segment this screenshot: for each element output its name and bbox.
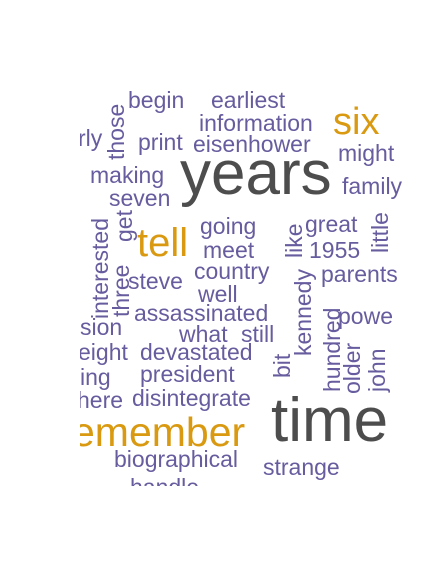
word-what: what	[178, 321, 228, 347]
word-biographical: biographical	[114, 446, 238, 472]
word-earliest: earliest	[211, 87, 286, 113]
word-meet: meet	[203, 237, 255, 263]
word-little: little	[367, 212, 393, 253]
word-remember: emember	[72, 409, 245, 455]
word-1955: 1955	[309, 237, 360, 263]
word-print: print	[138, 129, 183, 155]
word-begin: begin	[128, 87, 184, 113]
word-eight: eight	[78, 339, 128, 365]
word-like: like	[281, 223, 307, 258]
word-well: well	[197, 281, 238, 307]
word-disintegrate: disintegrate	[132, 385, 251, 411]
word-years: years	[180, 139, 332, 208]
word-strange: strange	[263, 454, 340, 480]
word-three: three	[108, 265, 134, 317]
word-steve: steve	[128, 268, 183, 294]
word-devastated: devastated	[140, 339, 253, 365]
word-might: might	[338, 140, 395, 166]
word-get: get	[111, 209, 137, 242]
word-hundred: hundred	[319, 308, 345, 392]
word-family: family	[342, 173, 403, 199]
word-interested: interested	[87, 218, 113, 319]
word-information: information	[199, 110, 313, 136]
word-power: powe	[338, 303, 393, 329]
word-tell: tell	[137, 221, 188, 265]
word-bit: bit	[269, 353, 295, 378]
word-country: country	[194, 258, 270, 284]
word-assassinated: assassinated	[134, 300, 268, 326]
word-handle: handle	[130, 474, 199, 500]
word-here: here	[77, 387, 123, 413]
word-older: older	[339, 343, 365, 394]
word-early: rly	[78, 125, 103, 151]
word-sion: sion	[80, 314, 122, 340]
word-great: great	[305, 211, 358, 237]
word-john: john	[364, 349, 390, 393]
word-ing: ing	[80, 364, 111, 390]
word-kennedy: kennedy	[290, 269, 316, 356]
word-time: time	[271, 386, 388, 455]
word-six: six	[333, 101, 379, 143]
word-seven: seven	[109, 185, 170, 211]
word-president: president	[140, 361, 235, 387]
word-making: making	[90, 162, 164, 188]
word-eisenhower: eisenhower	[193, 131, 311, 157]
word-parents: parents	[321, 261, 398, 287]
word-still: still	[241, 321, 274, 347]
word-going: going	[200, 213, 256, 239]
word-those: those	[103, 104, 129, 160]
